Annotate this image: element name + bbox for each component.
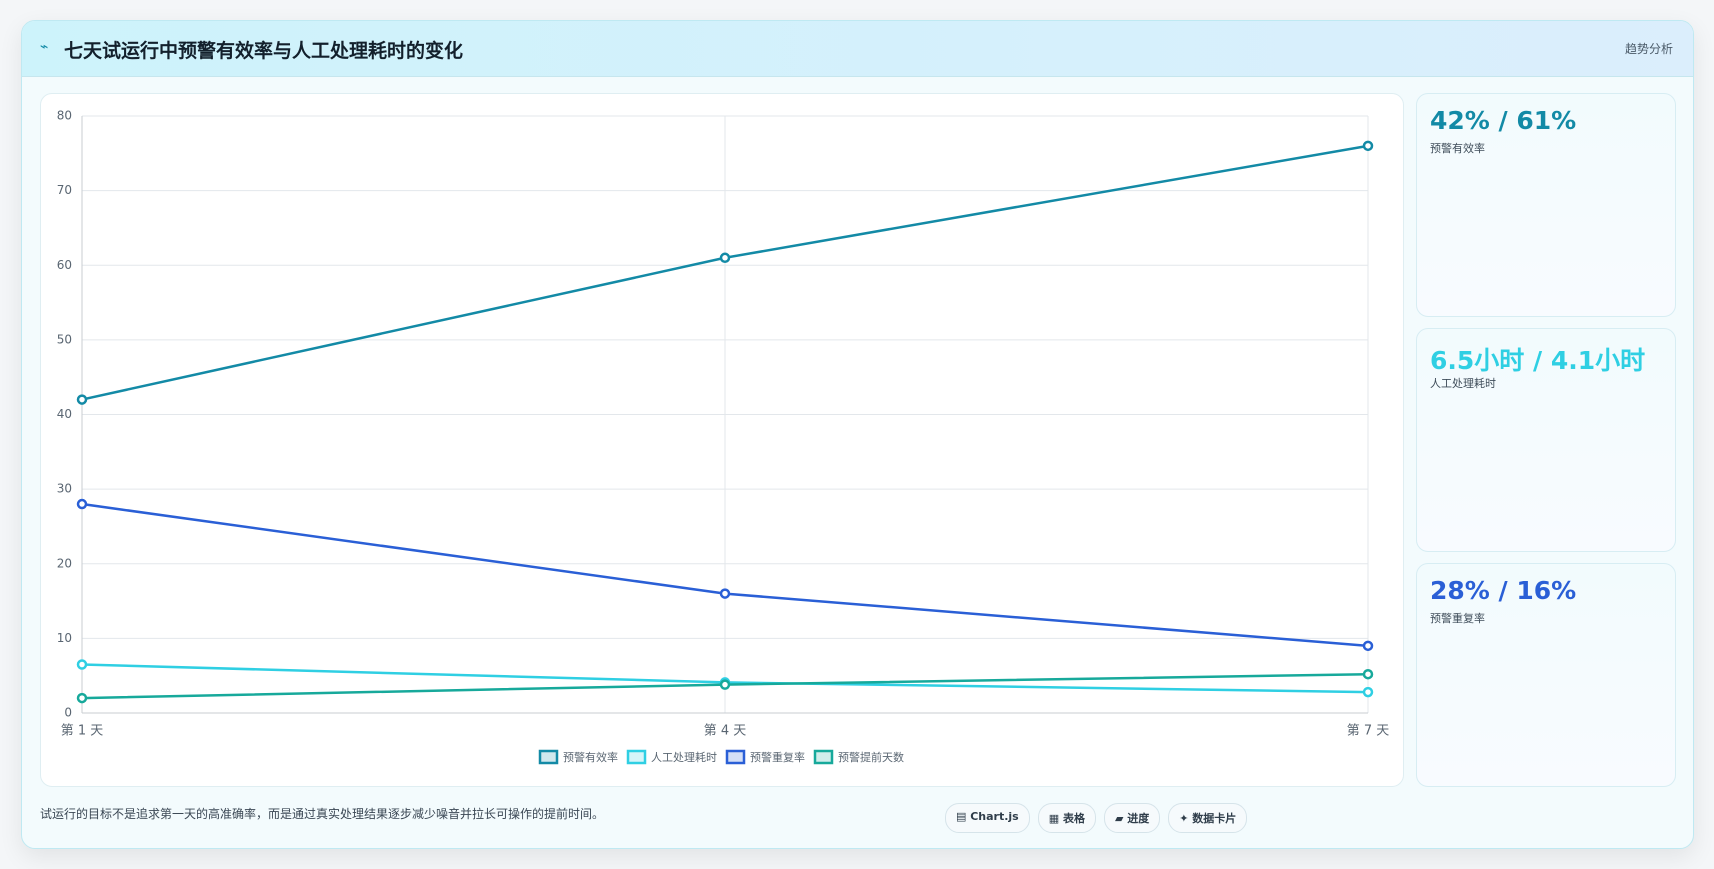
data-point [1362,140,1374,152]
stat-card: 28% / 16% 预警重复率 [1416,563,1676,787]
header-icon: ⌁ [40,39,49,55]
y-tick-label: 20 [57,556,72,570]
legend-label: 预警重复率 [750,750,805,764]
footer-note: 试运行的目标不是追求第一天的高准确率，而是通过真实处理结果逐步减少噪音并拉长可操… [40,807,605,821]
legend-label: 预警有效率 [563,750,618,764]
legend-label: 人工处理耗时 [651,751,717,764]
x-tick-label: 第 4 天 [704,724,747,739]
legend-swatch [538,749,559,765]
button[interactable]: ▤ Chart.js [945,803,1030,833]
y-tick-label: 30 [57,482,72,496]
data-point [1362,668,1374,680]
chart-panel: 0 10 20 30 40 50 60 70 80 第 1 天 第 4 天 第 7 天预警有效率 人工处… [40,93,1404,787]
x-tick-label: 第 1 天 [61,724,104,739]
data-point [76,659,88,670]
stat-card: 6.5小时 / 4.1小时人工处理耗时 [1416,328,1676,552]
legend-swatch [813,749,834,765]
legend: 预警有效率 人工处理耗时 预警重复率 预警提前天数 [538,749,904,765]
legend-swatch [725,749,746,765]
data-point [76,394,88,405]
x-tick-label: 第 7 天 [1347,724,1390,739]
y-tick-label: 40 [57,407,72,421]
y-tick-label: 50 [57,332,72,346]
stat-label: 人工处理耗时 [1430,377,1496,390]
title: 七天试运行中预警有效率与人工处理耗时的变化 [64,40,464,62]
data-point [76,498,88,510]
y-tick-label: 70 [57,183,72,197]
stat-value: 28% / 16% [1430,576,1577,605]
dashboard: ⌁ 七天试运行中预警有效率与人工处理耗时的变化 趋势分析 0 10 20 30 40 50… [21,20,1694,849]
legend-swatch [626,749,647,765]
data-point [719,588,731,599]
stat-label: 预警有效率 [1430,142,1485,155]
stat-value: 6.5小时 / 4.1小时 [1430,346,1646,375]
y-tick-label: 80 [57,109,72,123]
stat-label: 预警重复率 [1430,612,1485,625]
buttons: ▤ Chart.js ▦ 表格 ▰ 进度 ✦ 数据卡片 [945,803,1248,833]
y-tick-label: 10 [57,631,72,645]
data-point [76,692,88,704]
header: ⌁ 七天试运行中预警有效率与人工处理耗时的变化 趋势分析 [22,21,1693,77]
button[interactable]: ▰ 进度 [1103,803,1161,833]
data-point [719,252,731,264]
y-tick-label: 0 [64,706,72,720]
header-tag: 趋势分析 [1624,42,1673,56]
stat-card: 42% / 61% 预警有效率 [1416,93,1676,317]
data-point [1362,640,1374,652]
legend-label: 预警提前天数 [838,750,904,764]
button[interactable]: ▦ 表格 [1037,803,1096,833]
stat-value: 42% / 61% [1430,106,1577,135]
data-point [1362,686,1374,698]
data-point [719,679,731,690]
button[interactable]: ✦ 数据卡片 [1168,803,1248,833]
y-tick-label: 60 [57,258,72,272]
